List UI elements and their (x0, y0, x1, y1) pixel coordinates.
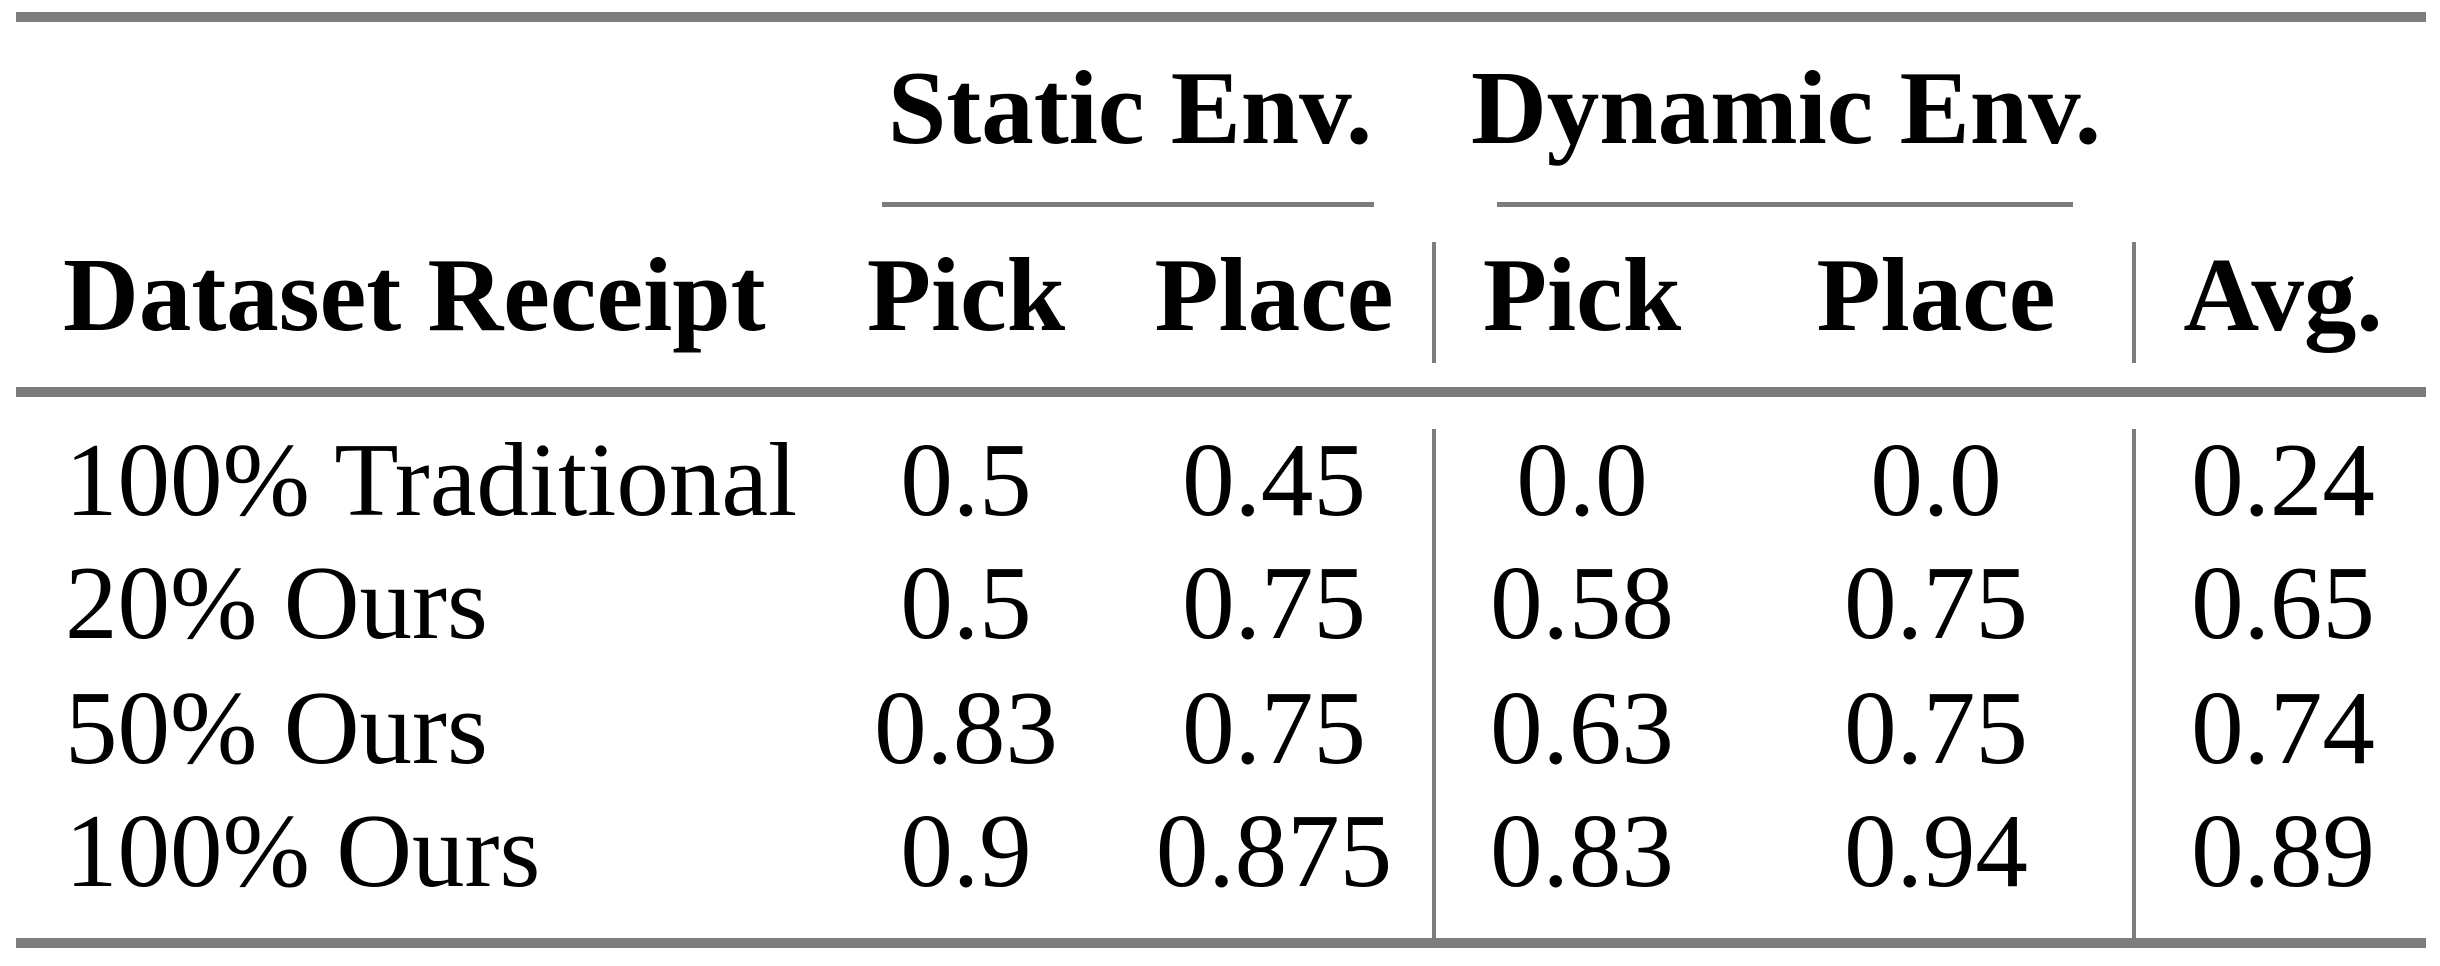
cell-r3-avg: 0.74 (2191, 669, 2375, 786)
cell-r4-dynamic-place: 0.94 (1844, 792, 2028, 909)
group-header-dynamic-env: Dynamic Env. (1470, 49, 2102, 166)
cell-r1-dynamic-place: 0.0 (1870, 421, 2002, 538)
row-label-100pct-ours: 100% Ours (65, 792, 541, 909)
row-label-20pct-ours: 20% Ours (65, 544, 488, 661)
column-header-static-pick: Pick (866, 236, 1066, 353)
cell-r1-static-pick: 0.5 (900, 421, 1032, 538)
column-header-dynamic-pick: Pick (1482, 236, 1682, 353)
cell-r4-avg: 0.89 (2191, 792, 2375, 909)
column-header-avg: Avg. (2183, 236, 2383, 353)
vertical-divider-avg-body (2132, 429, 2136, 938)
cell-r4-static-pick: 0.9 (900, 792, 1032, 909)
top-rule (16, 12, 2426, 22)
bottom-rule (16, 938, 2426, 948)
vertical-divider-avg-header (2132, 242, 2136, 363)
row-label-100pct-traditional: 100% Traditional (65, 421, 798, 538)
static-env-underline-rule (882, 202, 1374, 207)
vertical-divider-static-dynamic-body (1432, 429, 1436, 938)
vertical-divider-static-dynamic-header (1432, 242, 1436, 363)
cell-r1-static-place: 0.45 (1182, 421, 1366, 538)
cell-r2-avg: 0.65 (2191, 544, 2375, 661)
column-header-dataset-receipt: Dataset Receipt (63, 236, 766, 353)
cell-r3-dynamic-place: 0.75 (1844, 669, 2028, 786)
column-header-dynamic-place: Place (1816, 236, 2056, 353)
cell-r2-static-place: 0.75 (1182, 544, 1366, 661)
cell-r4-dynamic-pick: 0.83 (1490, 792, 1674, 909)
row-label-50pct-ours: 50% Ours (65, 669, 488, 786)
cell-r2-dynamic-place: 0.75 (1844, 544, 2028, 661)
group-header-static-env: Static Env. (887, 49, 1373, 166)
column-header-static-place: Place (1154, 236, 1394, 353)
cell-r3-static-pick: 0.83 (874, 669, 1058, 786)
dynamic-env-underline-rule (1497, 202, 2073, 207)
cell-r2-static-pick: 0.5 (900, 544, 1032, 661)
cell-r4-static-place: 0.875 (1155, 792, 1393, 909)
cell-r2-dynamic-pick: 0.58 (1490, 544, 1674, 661)
header-separator-rule (16, 387, 2426, 397)
cell-r1-avg: 0.24 (2191, 421, 2375, 538)
cell-r1-dynamic-pick: 0.0 (1516, 421, 1648, 538)
cell-r3-static-place: 0.75 (1182, 669, 1366, 786)
cell-r3-dynamic-pick: 0.63 (1490, 669, 1674, 786)
